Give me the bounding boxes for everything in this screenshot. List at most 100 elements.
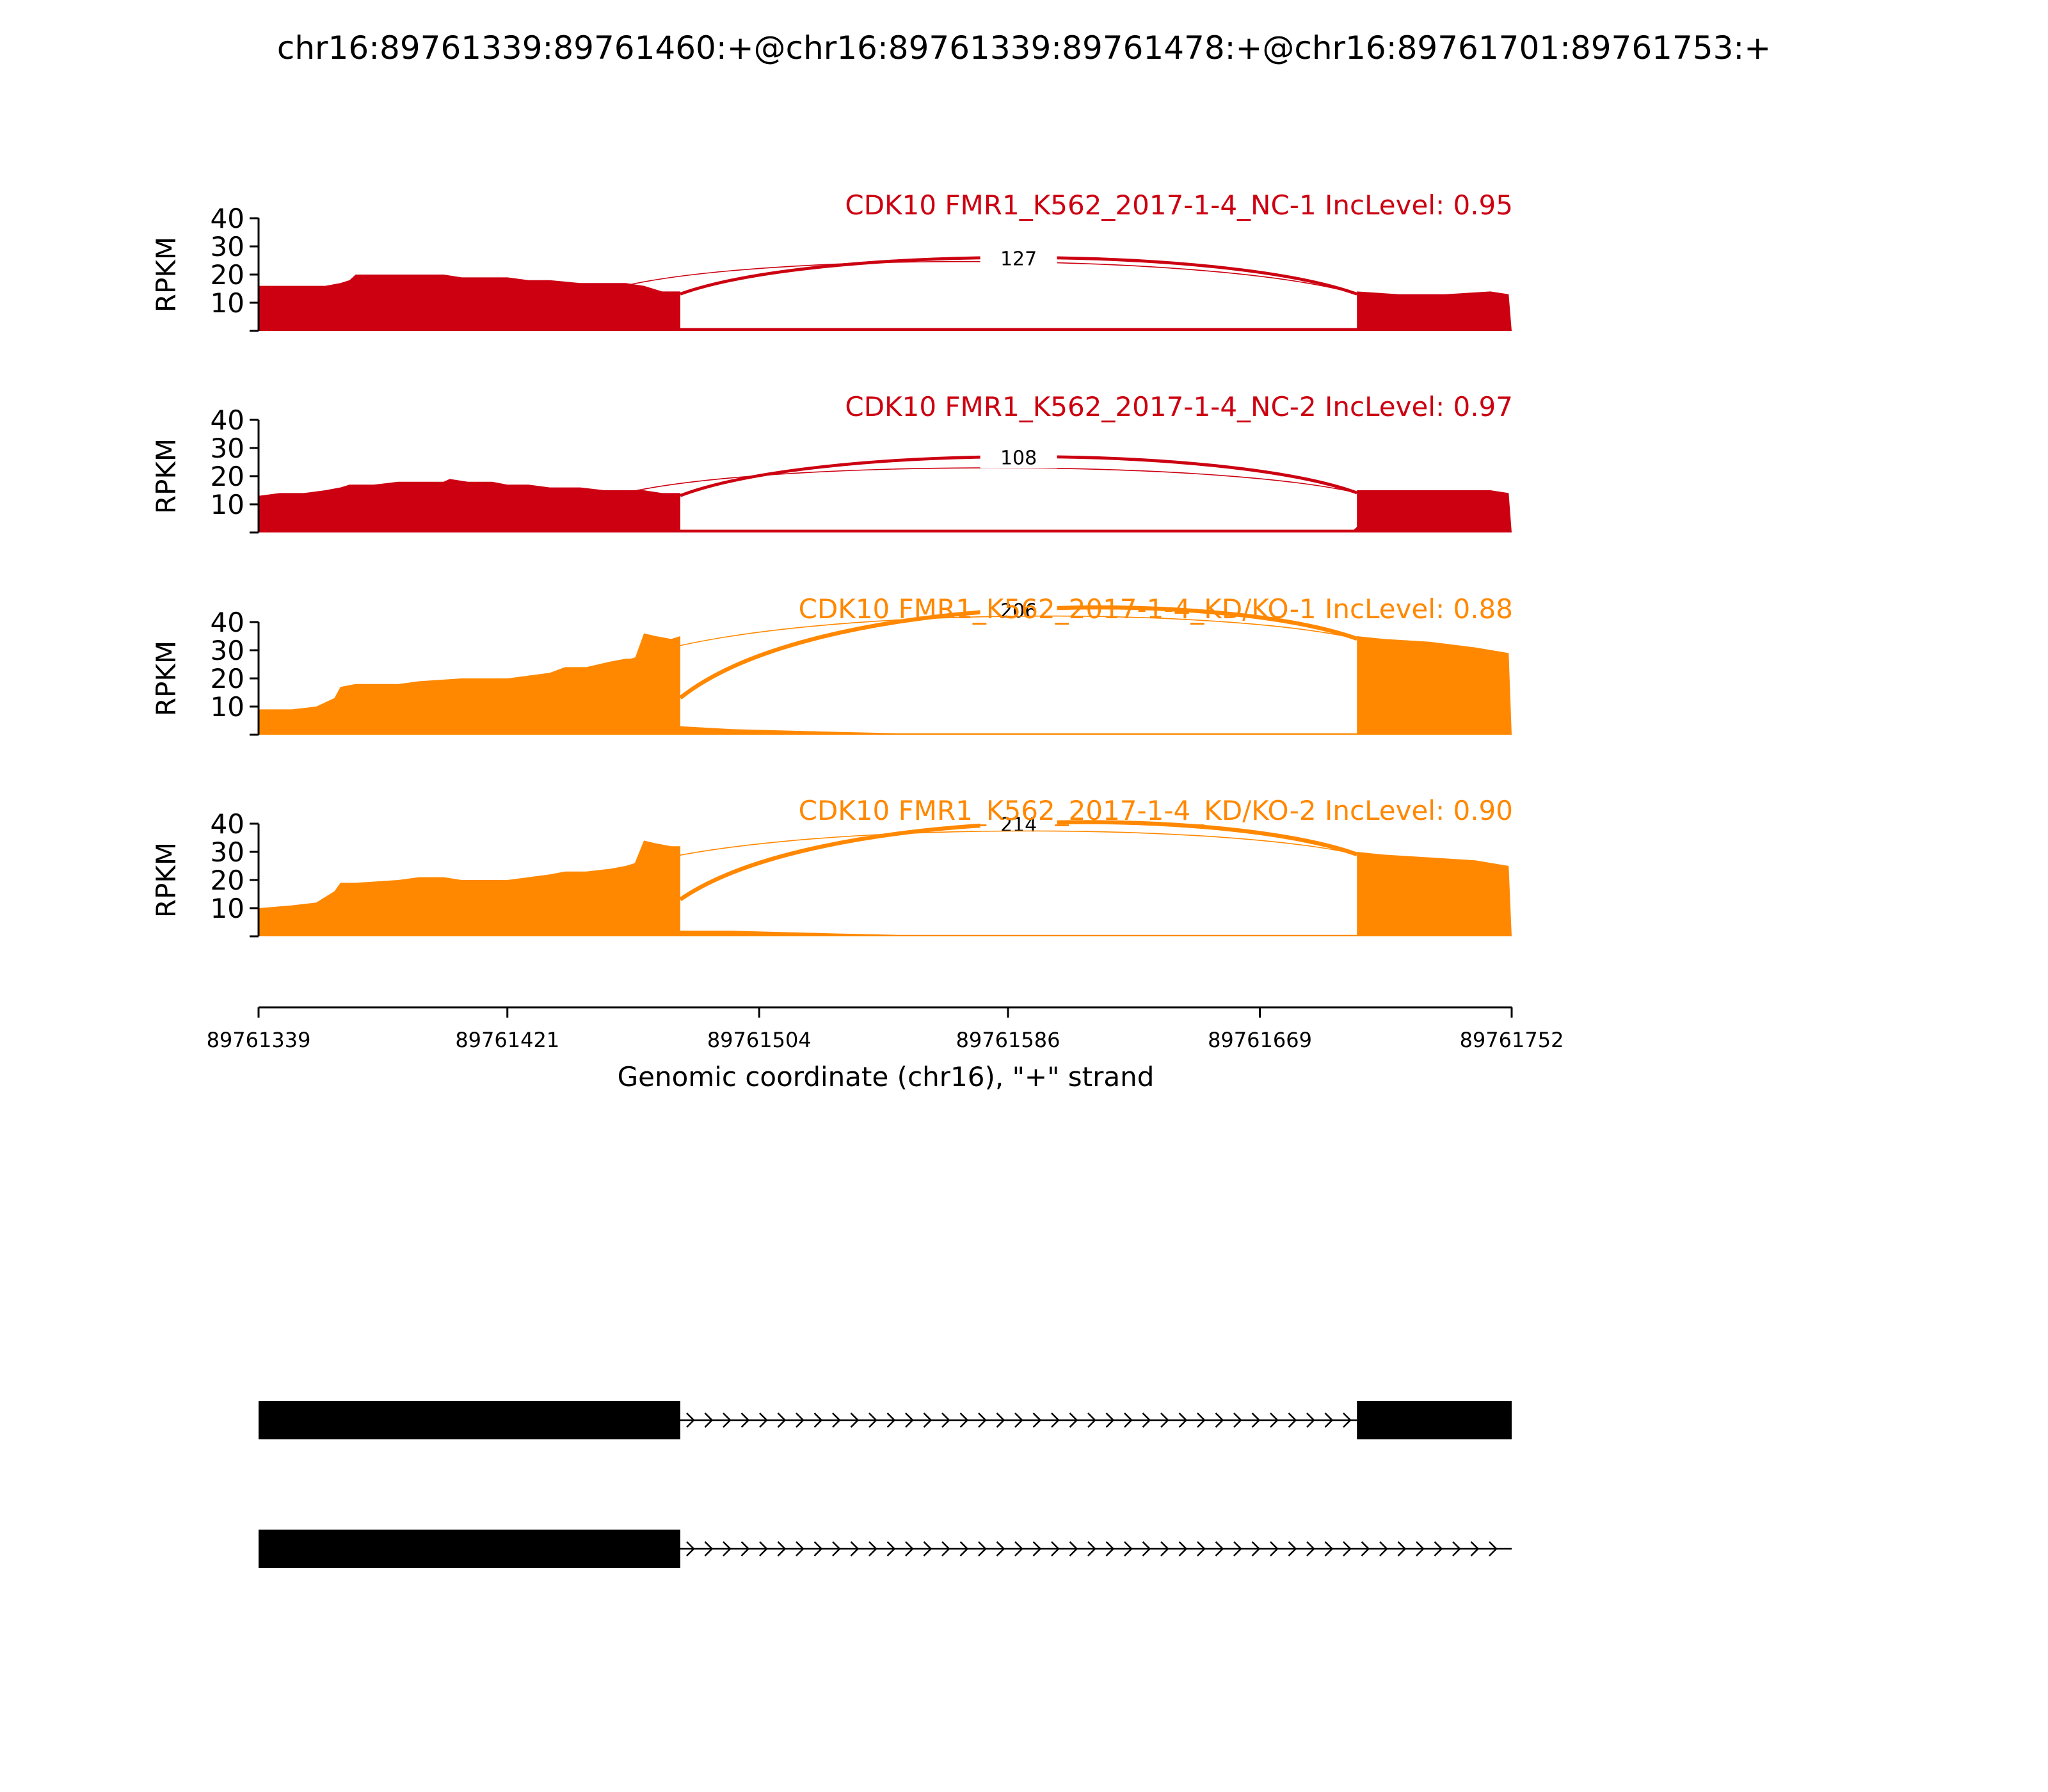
strand-arrow <box>1032 1412 1042 1428</box>
strand-arrow <box>1470 1541 1480 1556</box>
junction-count: 206 <box>1000 600 1037 623</box>
x-tick-label: 89761669 <box>1208 1028 1312 1052</box>
strand-arrow <box>813 1412 823 1428</box>
strand-arrow <box>1215 1541 1224 1556</box>
y-tick-label: 20 <box>211 663 244 694</box>
y-tick-label: 30 <box>211 231 244 262</box>
coverage-area <box>259 479 1512 532</box>
y-axis-label: RPKM <box>150 438 182 514</box>
strand-arrow <box>996 1541 1005 1556</box>
strand-arrow <box>1142 1541 1151 1556</box>
strand-arrow <box>1343 1412 1352 1428</box>
y-tick-label: 30 <box>211 836 244 868</box>
exon-block <box>1357 1401 1512 1439</box>
strand-arrow <box>1489 1541 1498 1556</box>
y-axis-label: RPKM <box>150 842 182 918</box>
x-tick-label: 89761421 <box>455 1028 559 1052</box>
strand-arrow <box>686 1412 695 1428</box>
track-label: CDK10 FMR1_K562_2017-1-4_KD/KO-2 IncLeve… <box>799 795 1513 826</box>
strand-arrow <box>1051 1412 1060 1428</box>
strand-arrow <box>1178 1412 1188 1428</box>
strand-arrow <box>1178 1541 1188 1556</box>
exon-block <box>259 1530 680 1568</box>
y-tick-label: 10 <box>211 691 244 723</box>
strand-arrow <box>941 1412 950 1428</box>
strand-arrow <box>1251 1412 1261 1428</box>
strand-arrow <box>1087 1541 1096 1556</box>
strand-arrow <box>1105 1412 1115 1428</box>
strand-arrow <box>1014 1541 1023 1556</box>
x-axis: 89761339 89761421 89761504 89761586 89761669… <box>207 1006 1564 1052</box>
strand-arrow <box>1105 1541 1115 1556</box>
junction-arc <box>625 830 1357 869</box>
junction-label-bg <box>980 446 1057 468</box>
strand-arrow <box>1197 1412 1206 1428</box>
strand-arrow <box>1051 1541 1060 1556</box>
strand-arrow <box>1215 1412 1224 1428</box>
strand-arrow <box>1434 1541 1443 1556</box>
y-axis-label: RPKM <box>150 237 182 312</box>
x-tick-label: 89761339 <box>207 1028 311 1052</box>
strand-arrow <box>1324 1541 1334 1556</box>
y-tick-label: 20 <box>211 461 244 492</box>
strand-arrow <box>723 1541 732 1556</box>
strand-arrow <box>1288 1412 1297 1428</box>
strand-arrow <box>850 1541 860 1556</box>
track-label: CDK10 FMR1_K562_2017-1-4_KD/KO-1 IncLeve… <box>799 593 1513 625</box>
strand-arrow <box>1124 1541 1133 1556</box>
junction-count: 214 <box>1000 814 1037 836</box>
strand-arrow <box>1142 1412 1151 1428</box>
strand-arrow <box>759 1412 768 1428</box>
y-tick-label: 10 <box>211 893 244 924</box>
strand-arrow <box>1251 1541 1261 1556</box>
strand-arrow <box>1124 1412 1133 1428</box>
y-tick-label: 40 <box>211 203 244 234</box>
strand-arrow <box>1069 1541 1078 1556</box>
strand-arrow <box>704 1412 714 1428</box>
exon-block <box>259 1401 680 1439</box>
strand-arrow <box>923 1412 932 1428</box>
strand-arrow <box>1233 1541 1242 1556</box>
strand-arrow <box>1087 1412 1096 1428</box>
strand-arrow <box>959 1541 969 1556</box>
strand-arrow <box>813 1541 823 1556</box>
x-axis-label: Genomic coordinate (chr16), "+" strand <box>618 1061 1155 1092</box>
strand-arrow <box>1306 1541 1315 1556</box>
strand-arrow <box>923 1541 932 1556</box>
junction-label-bg <box>980 599 1057 621</box>
strand-arrow <box>850 1412 860 1428</box>
y-tick-label: 40 <box>211 808 244 840</box>
strand-arrow <box>1160 1412 1169 1428</box>
track-label: CDK10 FMR1_K562_2017-1-4_NC-2 IncLevel: … <box>845 391 1513 422</box>
strand-arrow <box>704 1541 714 1556</box>
strand-arrow <box>1197 1541 1206 1556</box>
strand-arrow <box>1343 1541 1352 1556</box>
strand-arrow <box>832 1541 841 1556</box>
strand-arrow <box>759 1541 768 1556</box>
strand-arrow <box>740 1541 750 1556</box>
strand-arrow <box>686 1541 695 1556</box>
coverage-area <box>259 633 1512 735</box>
strand-arrow <box>1452 1541 1461 1556</box>
y-tick-label: 40 <box>211 404 244 436</box>
strand-arrow <box>1069 1412 1078 1428</box>
y-tick-label: 30 <box>211 635 244 666</box>
strand-arrow <box>1397 1541 1407 1556</box>
strand-arrow <box>1306 1412 1315 1428</box>
isoform-2 <box>259 1530 1512 1568</box>
y-tick-label: 20 <box>211 865 244 896</box>
strand-arrow <box>723 1412 732 1428</box>
strand-arrow <box>868 1541 877 1556</box>
strand-arrow <box>777 1541 787 1556</box>
coverage-area <box>259 275 1512 331</box>
junction-count: 127 <box>1000 248 1037 270</box>
strand-arrow <box>941 1541 950 1556</box>
strand-arrow <box>886 1412 896 1428</box>
x-tick-label: 89761586 <box>956 1028 1060 1052</box>
x-tick-label: 89761752 <box>1460 1028 1564 1052</box>
strand-arrow <box>996 1412 1005 1428</box>
